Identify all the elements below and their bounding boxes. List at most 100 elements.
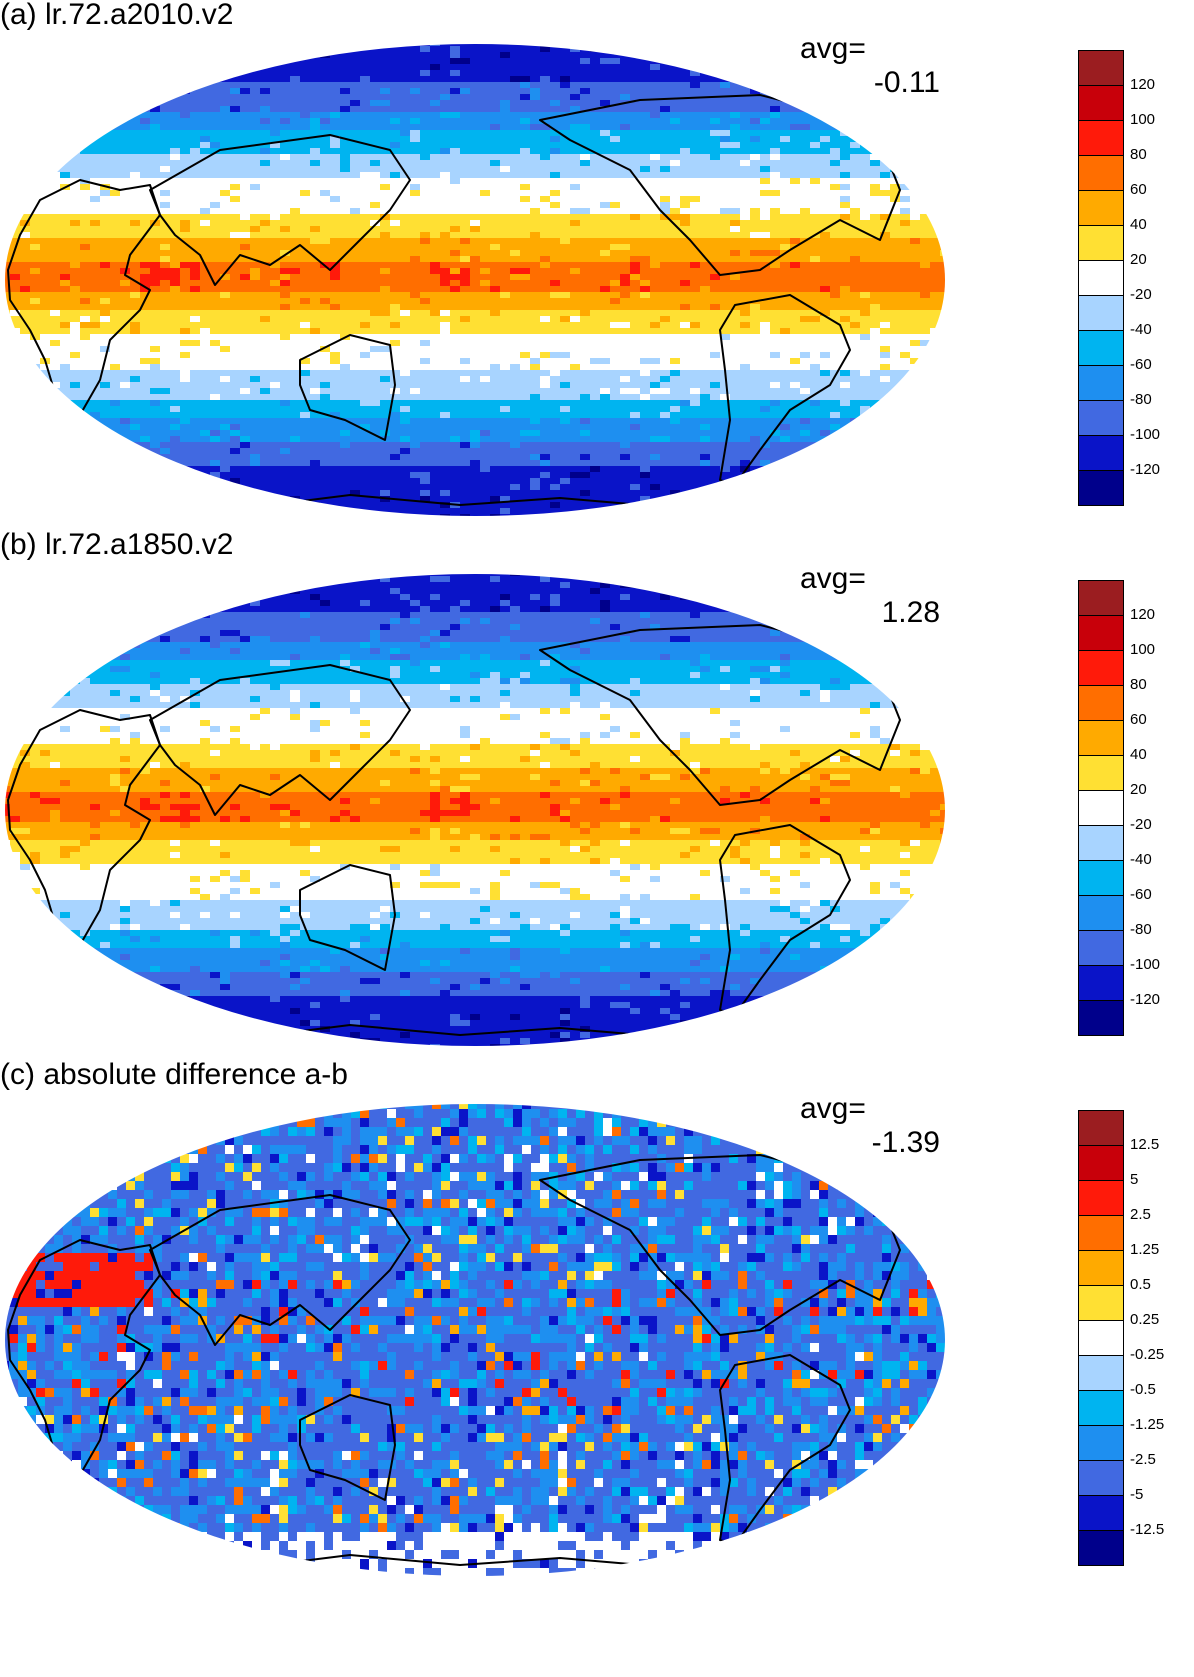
field-cell <box>550 232 560 238</box>
field-cell <box>940 52 945 58</box>
field-cell <box>100 64 110 70</box>
field-cell <box>260 292 270 298</box>
field-cell <box>840 250 850 256</box>
field-cell <box>20 100 30 106</box>
field-cell <box>520 244 530 250</box>
field-cell <box>550 208 560 214</box>
field-cell <box>540 322 550 328</box>
field-cell <box>650 94 660 100</box>
field-cell <box>410 202 420 208</box>
field-cell <box>300 268 310 274</box>
field-cell <box>640 292 650 298</box>
field-cell <box>310 328 320 334</box>
field-cell <box>590 226 600 232</box>
field-cell <box>40 250 50 256</box>
field-cell <box>930 346 940 352</box>
field-cell <box>640 160 650 166</box>
field-cell <box>510 304 520 310</box>
field-cell <box>90 70 100 76</box>
field-cell <box>680 220 690 226</box>
field-cell <box>840 238 850 244</box>
field-cell <box>30 340 40 346</box>
field-cell <box>770 136 780 142</box>
field-cell <box>740 190 750 196</box>
field-cell <box>390 44 400 46</box>
field-cell <box>910 202 920 208</box>
field-cell <box>5 304 10 310</box>
field-cell <box>130 322 140 328</box>
field-cell <box>740 232 750 238</box>
field-cell <box>630 310 640 316</box>
field-cell <box>930 82 940 88</box>
field-cell <box>700 76 710 82</box>
field-cell <box>20 172 30 178</box>
field-cell <box>220 76 230 82</box>
field-cell <box>500 64 510 70</box>
field-cell <box>630 316 640 322</box>
field-cell <box>700 238 710 244</box>
field-cell <box>650 232 660 238</box>
field-cell <box>300 148 310 154</box>
field-cell <box>600 310 610 316</box>
field-cell <box>900 76 910 82</box>
field-cell <box>360 106 370 112</box>
field-cell <box>40 220 50 226</box>
field-cell <box>930 250 940 256</box>
field-cell <box>520 136 530 142</box>
field-cell <box>330 70 340 76</box>
field-cell <box>640 52 650 58</box>
field-cell <box>400 292 410 298</box>
field-cell <box>810 340 820 346</box>
field-cell <box>290 346 300 352</box>
field-cell <box>550 166 560 172</box>
field-cell <box>690 208 700 214</box>
field-cell <box>340 352 350 358</box>
field-cell <box>380 214 390 220</box>
field-cell <box>740 298 750 304</box>
field-cell <box>910 232 920 238</box>
field-cell <box>70 238 80 244</box>
field-cell <box>670 298 680 304</box>
field-cell <box>60 154 70 160</box>
field-cell <box>60 44 70 46</box>
field-cell <box>600 172 610 178</box>
field-cell <box>420 352 430 358</box>
field-cell <box>500 46 510 52</box>
field-cell <box>160 46 170 52</box>
field-cell <box>90 46 100 52</box>
field-cell <box>840 172 850 178</box>
field-cell <box>440 220 450 226</box>
field-cell <box>480 250 490 256</box>
field-cell <box>680 346 690 352</box>
field-cell <box>360 220 370 226</box>
field-cell <box>130 262 140 268</box>
field-cell <box>770 118 780 124</box>
field-cell <box>450 322 460 328</box>
field-cell <box>390 256 400 262</box>
field-cell <box>400 352 410 358</box>
field-cell <box>710 58 720 64</box>
field-cell <box>20 250 30 256</box>
field-cell <box>60 94 70 100</box>
field-cell <box>920 100 930 106</box>
field-cell <box>480 256 490 262</box>
field-cell <box>770 202 780 208</box>
field-cell <box>850 154 860 160</box>
field-cell <box>750 46 760 52</box>
field-cell <box>440 334 450 340</box>
field-cell <box>190 136 200 142</box>
field-cell <box>170 262 180 268</box>
field-cell <box>130 46 140 52</box>
field-cell <box>290 106 300 112</box>
field-cell <box>270 226 280 232</box>
field-cell <box>690 52 700 58</box>
field-cell <box>530 250 540 256</box>
field-cell <box>610 184 620 190</box>
field-cell <box>510 44 520 46</box>
field-cell <box>880 238 890 244</box>
field-cell <box>310 238 320 244</box>
field-cell <box>20 196 30 202</box>
field-cell <box>620 136 630 142</box>
field-cell <box>20 178 30 184</box>
field-cell <box>300 304 310 310</box>
